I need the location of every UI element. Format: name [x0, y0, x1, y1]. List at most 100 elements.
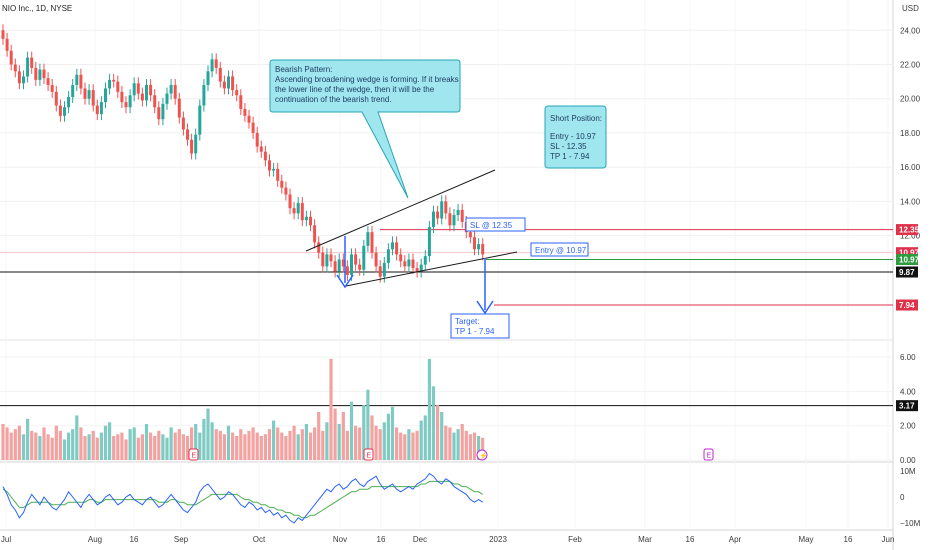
volume-bar: [452, 432, 456, 460]
candle-body: [345, 266, 349, 275]
short-position-note[interactable]: Short Position: Entry - 10.97 SL - 12.35…: [544, 105, 607, 169]
volume-bar: [481, 437, 485, 460]
volume-bar: [267, 429, 272, 460]
candle-body: [198, 105, 202, 135]
volume-bar: [247, 430, 251, 460]
volume-bar: [448, 427, 452, 460]
candle-body: [91, 90, 95, 106]
candle-body: [362, 245, 366, 270]
candle-body: [268, 160, 271, 171]
volume-bar: [460, 424, 464, 460]
candle-body: [329, 254, 333, 262]
candle-body: [243, 108, 247, 116]
candle-body: [460, 209, 464, 222]
candlesticks: [1, 24, 485, 283]
entry-arrow[interactable]: [336, 236, 354, 289]
candle-body: [395, 242, 399, 255]
volume-bar: [472, 432, 477, 460]
candle-body: [378, 266, 382, 277]
volume-bar: [370, 415, 374, 460]
time-tick-label: Apr: [729, 535, 742, 544]
volume-bar: [190, 427, 194, 460]
earnings-marker[interactable]: E: [188, 448, 199, 461]
event-markers[interactable]: E E ⚡ E: [188, 448, 714, 461]
candle-body: [173, 85, 177, 99]
volume-bar: [71, 429, 75, 460]
candle-body: [153, 95, 157, 108]
volume-bar: [226, 425, 231, 460]
earnings-marker[interactable]: E: [363, 448, 374, 461]
volume-bar: [9, 432, 13, 460]
volume-bar: [304, 424, 308, 460]
volume-bar: [95, 437, 99, 460]
candle-body: [403, 261, 407, 267]
candle-body: [444, 201, 448, 214]
sl-label[interactable]: SL @ 12.35: [465, 217, 526, 232]
candle-body: [136, 83, 140, 94]
candle-body: [190, 139, 194, 154]
candle-body: [165, 93, 169, 104]
candle-body: [391, 242, 394, 250]
broadening-wedge[interactable]: [305, 169, 518, 287]
candle-body: [169, 85, 173, 94]
volume-bar: [161, 434, 165, 460]
candle-body: [415, 268, 419, 272]
target-box[interactable]: Target: TP 1 - 7.94: [450, 313, 510, 339]
volume-bar: [169, 427, 173, 460]
short-title: Short Position:: [550, 114, 602, 123]
candle-body: [50, 85, 54, 92]
volume-bar: [91, 430, 95, 460]
candle-body: [284, 187, 288, 195]
candle-body: [87, 90, 91, 99]
time-tick-label: Aug: [88, 535, 102, 544]
earnings-glyph-icon: E: [367, 453, 372, 460]
candle-body: [247, 115, 251, 123]
volume-bar: [272, 420, 276, 460]
volume-bar: [62, 439, 67, 460]
volume-bar: [308, 432, 313, 460]
volume-bar: [390, 406, 395, 460]
wedge-lower-line[interactable]: [345, 251, 518, 287]
volume-bar: [99, 432, 103, 460]
short-sl: SL - 12.35: [550, 142, 587, 151]
target-title: Target:: [455, 317, 479, 326]
volume-bar: [42, 427, 46, 460]
candle-body: [206, 71, 210, 86]
candle-body: [423, 256, 427, 265]
candle-body: [112, 79, 116, 82]
volume-bar: [415, 430, 419, 460]
candle-body: [440, 201, 444, 219]
candle-body: [235, 90, 239, 96]
entry-label[interactable]: Entry @ 10.97: [530, 242, 589, 257]
volume-bar: [419, 420, 423, 460]
volume-bar: [83, 436, 87, 460]
candle-body: [99, 102, 103, 115]
bearish-pattern-callout[interactable]: Bearish Pattern: Ascending broadening we…: [269, 59, 461, 199]
volume-bar: [386, 413, 390, 460]
split-marker[interactable]: ⚡: [476, 449, 488, 461]
candle-body: [58, 105, 62, 116]
volume-bar: [333, 408, 337, 460]
volume-bar: [194, 424, 198, 460]
price-tag-label: 10.97: [899, 256, 920, 265]
volume-bar: [313, 427, 317, 460]
volume-bar: [87, 434, 91, 460]
wedge-upper-line[interactable]: [305, 169, 496, 252]
oscillator-signal-line: [2, 480, 483, 519]
short-tp: TP 1 - 7.94: [550, 152, 590, 161]
candle-body: [288, 194, 292, 209]
volume-bar: [149, 432, 153, 460]
target-arrow[interactable]: [476, 258, 494, 315]
volume-tick-label: 6.00: [900, 353, 916, 362]
time-tick-label: 16: [686, 535, 695, 544]
dividend-marker[interactable]: E: [703, 448, 714, 461]
time-tick-label: Jul: [1, 535, 11, 544]
candle-body: [116, 81, 120, 92]
candle-body: [214, 59, 218, 68]
candle-body: [448, 213, 452, 226]
volume-bar: [26, 418, 30, 460]
price-tag-box: [896, 224, 918, 236]
volume-bar: [222, 434, 226, 460]
volume-tag-label: 3.17: [899, 402, 915, 411]
price-tick-label: 20.00: [900, 95, 921, 104]
